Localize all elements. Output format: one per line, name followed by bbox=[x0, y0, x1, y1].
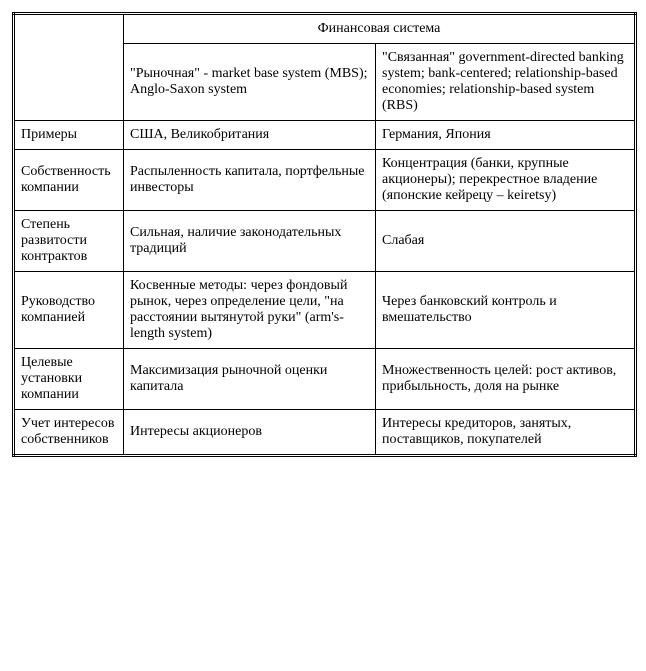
header-col2: "Связанная" government-directed banking … bbox=[376, 44, 636, 121]
row-label: Примеры bbox=[14, 121, 124, 150]
table-row: Целевые установки компании Максимизация … bbox=[14, 349, 636, 410]
table-row: Собственность компании Распыленность кап… bbox=[14, 150, 636, 211]
row-col2: Германия, Япония bbox=[376, 121, 636, 150]
row-col2: Концентрация (банки, крупные акционеры);… bbox=[376, 150, 636, 211]
header-row-1: Финансовая система bbox=[14, 14, 636, 44]
row-col1: Интересы акционеров bbox=[124, 410, 376, 456]
header-blank-cell bbox=[14, 14, 124, 121]
row-col1: Сильная, наличие законодательных традици… bbox=[124, 211, 376, 272]
table-row: Руководство компанией Косвенные методы: … bbox=[14, 272, 636, 349]
row-col1: США, Великобритания bbox=[124, 121, 376, 150]
row-label: Руководство компанией bbox=[14, 272, 124, 349]
header-title-cell: Финансовая система bbox=[124, 14, 636, 44]
row-label: Собственность компании bbox=[14, 150, 124, 211]
table-row: Примеры США, Великобритания Германия, Яп… bbox=[14, 121, 636, 150]
table-row: Учет интересов собственников Интересы ак… bbox=[14, 410, 636, 456]
row-col2: Множественность целей: рост активов, при… bbox=[376, 349, 636, 410]
row-col2: Интересы кредиторов, занятых, поставщико… bbox=[376, 410, 636, 456]
row-col1: Распыленность капитала, портфельные инве… bbox=[124, 150, 376, 211]
financial-system-table: Финансовая система "Рыночная" - market b… bbox=[12, 12, 637, 457]
row-col1: Максимизация рыночной оценки капитала bbox=[124, 349, 376, 410]
row-label: Целевые установки компании bbox=[14, 349, 124, 410]
row-col2: Через банковский контроль и вмешательств… bbox=[376, 272, 636, 349]
row-col1: Косвенные методы: через фондовый рынок, … bbox=[124, 272, 376, 349]
row-label: Степень развитости контрактов bbox=[14, 211, 124, 272]
table-row: Степень развитости контрактов Сильная, н… bbox=[14, 211, 636, 272]
header-col1: "Рыночная" - market base system (MBS); A… bbox=[124, 44, 376, 121]
row-col2: Слабая bbox=[376, 211, 636, 272]
row-label: Учет интересов собственников bbox=[14, 410, 124, 456]
